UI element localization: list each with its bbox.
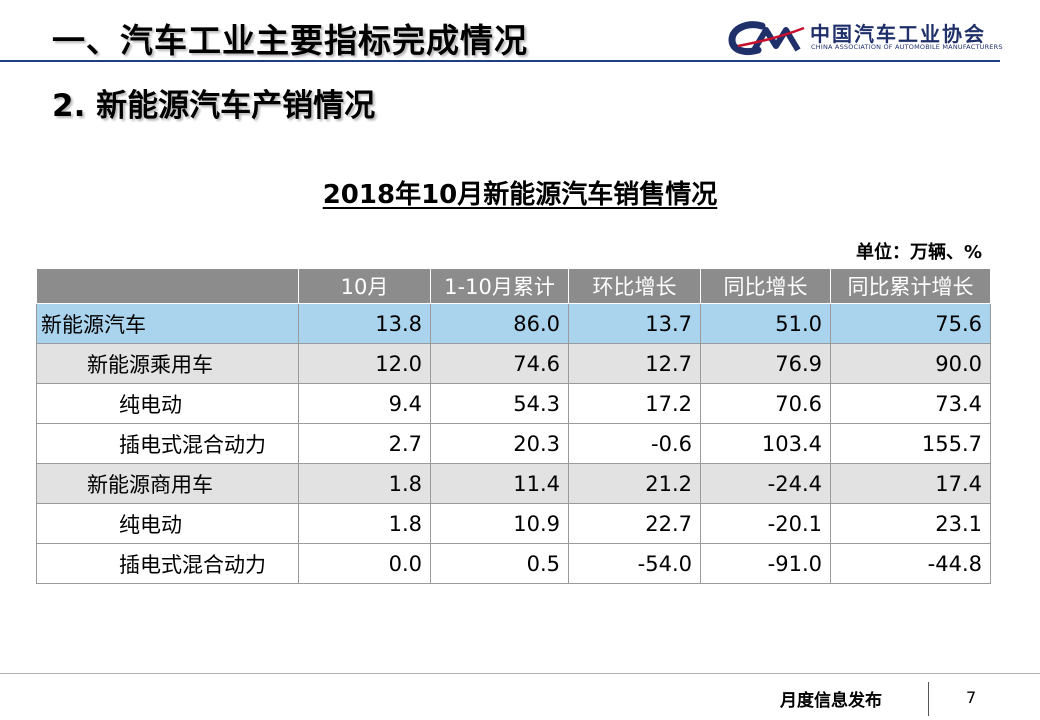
row-label: 新能源汽车	[36, 303, 299, 344]
logo-chinese-name: 中国汽车工业协会	[810, 22, 986, 46]
cell-value: 54.3	[430, 383, 569, 424]
cell-value: 12.7	[568, 343, 701, 384]
column-header-yoy-growth: 同比增长	[700, 268, 831, 304]
table-row: 新能源乘用车 12.0 74.6 12.7 76.9 90.0	[36, 343, 991, 384]
cell-value: 10.9	[430, 503, 569, 544]
cell-value: 2.7	[298, 423, 431, 464]
unit-label: 单位：万辆、%	[855, 242, 982, 263]
footer-label: 月度信息发布	[780, 691, 882, 711]
cell-value: -44.8	[830, 543, 991, 584]
table-header-row: 10月 1-10月累计 环比增长 同比增长 同比累计增长	[36, 268, 991, 304]
cell-value: 0.0	[298, 543, 431, 584]
cell-value: 11.4	[430, 463, 569, 504]
cell-value: -24.4	[700, 463, 831, 504]
cell-value: -20.1	[700, 503, 831, 544]
row-label: 纯电动	[36, 383, 299, 424]
cell-value: 1.8	[298, 503, 431, 544]
cell-value: 9.4	[298, 383, 431, 424]
column-header-october: 10月	[298, 268, 431, 304]
caam-logo: 中国汽车工业协会 CHINA ASSOCIATION OF AUTOMOBILE…	[728, 18, 1002, 58]
row-label: 插电式混合动力	[36, 543, 299, 584]
cell-value: 103.4	[700, 423, 831, 464]
column-header-category	[36, 268, 299, 304]
cell-value: 17.4	[830, 463, 991, 504]
table-row: 新能源商用车 1.8 11.4 21.2 -24.4 17.4	[36, 463, 991, 504]
cell-value: 76.9	[700, 343, 831, 384]
row-label: 纯电动	[36, 503, 299, 544]
cell-value: 90.0	[830, 343, 991, 384]
table-row: 插电式混合动力 2.7 20.3 -0.6 103.4 155.7	[36, 423, 991, 464]
sales-table: 10月 1-10月累计 环比增长 同比增长 同比累计增长 新能源汽车 13.8 …	[36, 268, 991, 584]
cell-value: 51.0	[700, 303, 831, 344]
cell-value: 20.3	[430, 423, 569, 464]
row-label: 新能源商用车	[36, 463, 299, 504]
table-title-text: 2018年10月新能源汽车销售情况	[322, 180, 718, 210]
cell-value: 73.4	[830, 383, 991, 424]
cell-value: 75.6	[830, 303, 991, 344]
cell-value: 1.8	[298, 463, 431, 504]
table-row: 纯电动 1.8 10.9 22.7 -20.1 23.1	[36, 503, 991, 544]
cell-value: -91.0	[700, 543, 831, 584]
cell-value: 23.1	[830, 503, 991, 544]
table-title: 2018年10月新能源汽车销售情况	[0, 174, 1040, 211]
cell-value: 74.6	[430, 343, 569, 384]
footer-separator	[928, 682, 929, 716]
table-row: 新能源汽车 13.8 86.0 13.7 51.0 75.6	[36, 303, 991, 344]
header-divider	[0, 60, 1000, 62]
logo-english-name: CHINA ASSOCIATION OF AUTOMOBILE MANUFACT…	[811, 43, 1003, 51]
table-row: 纯电动 9.4 54.3 17.2 70.6 73.4	[36, 383, 991, 424]
column-header-ytd: 1-10月累计	[430, 268, 569, 304]
table-row: 插电式混合动力 0.0 0.5 -54.0 -91.0 -44.8	[36, 543, 991, 584]
caam-logo-icon	[728, 21, 805, 56]
column-header-mom-growth: 环比增长	[568, 268, 701, 304]
slide-header-title: 一、汽车工业主要指标完成情况	[52, 21, 528, 60]
page-number: 7	[966, 688, 977, 707]
section-title: 2. 新能源汽车产销情况	[52, 88, 376, 124]
cell-value: 17.2	[568, 383, 701, 424]
cell-value: 70.6	[700, 383, 831, 424]
footer-divider	[0, 673, 1040, 674]
cell-value: 155.7	[830, 423, 991, 464]
cell-value: 86.0	[430, 303, 569, 344]
cell-value: 13.7	[568, 303, 701, 344]
cell-value: 21.2	[568, 463, 701, 504]
cell-value: -54.0	[568, 543, 701, 584]
cell-value: 22.7	[568, 503, 701, 544]
column-header-ytd-yoy-growth: 同比累计增长	[830, 268, 991, 304]
cell-value: 12.0	[298, 343, 431, 384]
cell-value: 0.5	[430, 543, 569, 584]
cell-value: -0.6	[568, 423, 701, 464]
row-label: 新能源乘用车	[36, 343, 299, 384]
row-label: 插电式混合动力	[36, 423, 299, 464]
cell-value: 13.8	[298, 303, 431, 344]
